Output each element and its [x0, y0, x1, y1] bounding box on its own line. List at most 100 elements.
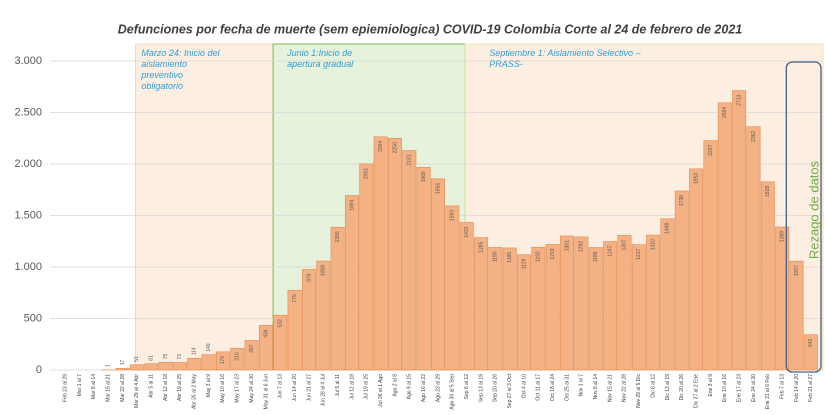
- value-label: 1432: [464, 226, 470, 237]
- bar: [172, 362, 187, 371]
- value-label: 775: [292, 294, 298, 303]
- bar: [732, 90, 747, 371]
- value-label: 1185: [507, 252, 513, 263]
- value-label: 2227: [708, 144, 714, 155]
- bar: [230, 348, 245, 371]
- bar: [775, 226, 790, 371]
- bar: [502, 247, 517, 371]
- bar: [717, 102, 732, 371]
- bar: [445, 205, 460, 371]
- x-tick-label: Nov 1 al 7: [579, 374, 585, 397]
- bar: [273, 314, 288, 371]
- x-tick-label: Oct 18 al 24: [550, 374, 556, 401]
- value-label: 1057: [794, 265, 800, 276]
- x-tick-label: Dic 6 al 12: [650, 374, 656, 398]
- value-label: 51: [134, 356, 140, 362]
- value-label: 2001: [364, 168, 370, 179]
- bar: [431, 178, 445, 371]
- value-label: 2250: [392, 142, 398, 153]
- value-label: 532: [278, 319, 284, 328]
- bar: [488, 247, 503, 371]
- bar: [588, 247, 603, 371]
- x-tick-label: May 24 al 30: [249, 374, 255, 403]
- bar: [344, 195, 359, 371]
- bar: [603, 241, 618, 371]
- annotation: Marzo 24: Inicio del aislamiento preventiv…: [140, 48, 220, 91]
- bar: [560, 235, 575, 371]
- bar: [316, 260, 331, 371]
- x-tick-label: Nov 15 al 21: [607, 374, 613, 402]
- value-label: 1953: [693, 173, 699, 184]
- value-label: 1119: [521, 259, 527, 270]
- value-label: 61: [149, 355, 155, 361]
- x-tick-label: Feb 14 al 20: [794, 374, 800, 402]
- x-tick-label: Ago 30 al 5 Sep: [450, 374, 456, 410]
- x-tick-label: Feb 21 al 27: [808, 374, 814, 402]
- bar: [474, 237, 488, 371]
- x-tick-label: Dic 20 al 26: [679, 374, 685, 401]
- bar: [244, 340, 259, 371]
- x-tick-label: Ene 3 al 9: [708, 374, 714, 397]
- value-label: 1: [106, 364, 112, 367]
- lag-label: Rezago de datos: [806, 160, 821, 259]
- x-tick-label: Ene 10 al 16: [722, 374, 728, 402]
- value-label: 1058: [321, 265, 327, 276]
- x-tick-label: Jul 19 al 25: [364, 374, 370, 400]
- value-label: 1386: [335, 231, 341, 242]
- value-label: 75: [163, 353, 169, 359]
- labels: 0 500 1.000 1.500 2.000 2.500 3.000 Feb 23 al 2…: [14, 48, 822, 410]
- y-tick-label: 2.000: [14, 158, 42, 170]
- x-tick-label: Jul 5 al 11: [335, 374, 341, 397]
- value-label: 342: [808, 339, 814, 348]
- x-tick-label: Jul 12 al 18: [349, 374, 355, 400]
- x-tick-label: Jun 7 al 13: [278, 374, 284, 399]
- value-label: 73: [177, 354, 183, 360]
- bar: [746, 126, 761, 371]
- value-label: 287: [249, 344, 255, 353]
- x-tick-label: Ago 16 al 22: [421, 374, 427, 402]
- bar: [660, 218, 675, 371]
- bar: [459, 222, 474, 371]
- bar: [201, 354, 216, 371]
- value-label: 1828: [765, 185, 771, 196]
- bar: [416, 166, 431, 371]
- value-label: 1190: [493, 251, 499, 262]
- x-tick-label: Jul 26 al 1 Ago: [378, 374, 384, 407]
- value-label: 1189: [593, 251, 599, 262]
- x-tick-label: Nov 8 al 14: [593, 374, 599, 400]
- x-tick-label: May 10 al 16: [220, 374, 226, 403]
- value-label: 17: [120, 359, 126, 365]
- x-tick-label: Ene 24 al 30: [751, 374, 757, 402]
- bar: [373, 136, 388, 371]
- bar: [287, 289, 302, 371]
- bar: [517, 254, 532, 371]
- x-tick-label: Nov 29 al 5 Dic: [636, 374, 642, 408]
- bar: [258, 324, 273, 371]
- x-tick-label: Jun 14 al 20: [292, 374, 298, 401]
- x-tick-label: Dic 27 al 2 Ene: [693, 374, 699, 408]
- bar: [574, 236, 589, 371]
- bar: [545, 244, 560, 371]
- bar: [631, 244, 646, 371]
- x-tick-label: Mar 1 al 7: [77, 374, 83, 396]
- x-tick-label: Ago 23 al 29: [435, 374, 441, 402]
- x-tick-label: Mar 15 al 21: [106, 374, 112, 402]
- value-label: 1192: [536, 251, 542, 262]
- bars: [101, 90, 818, 371]
- bar: [760, 181, 775, 371]
- x-tick-label: Oct 11 al 17: [536, 374, 542, 401]
- x-tick-label: Sep 13 al 19: [478, 374, 484, 402]
- x-tick-label: Mar 29 al 4 Abr: [134, 374, 140, 408]
- y-tick-label: 1.000: [14, 261, 42, 273]
- value-label: 1593: [450, 210, 456, 221]
- value-label: 1217: [636, 248, 642, 259]
- value-label: 149: [206, 343, 212, 352]
- y-tick-label: 2.500: [14, 106, 42, 118]
- bar: [144, 363, 159, 371]
- value-label: 1738: [679, 195, 685, 206]
- x-tick-label: Ene 17 al 23: [736, 374, 742, 402]
- annotation: Junio 1:Inicio de apertura gradual: [286, 48, 354, 69]
- x-tick-label: Nov 22 al 28: [622, 374, 628, 402]
- x-tick-label: May 17 al 23: [235, 374, 241, 403]
- value-label: 176: [220, 356, 226, 365]
